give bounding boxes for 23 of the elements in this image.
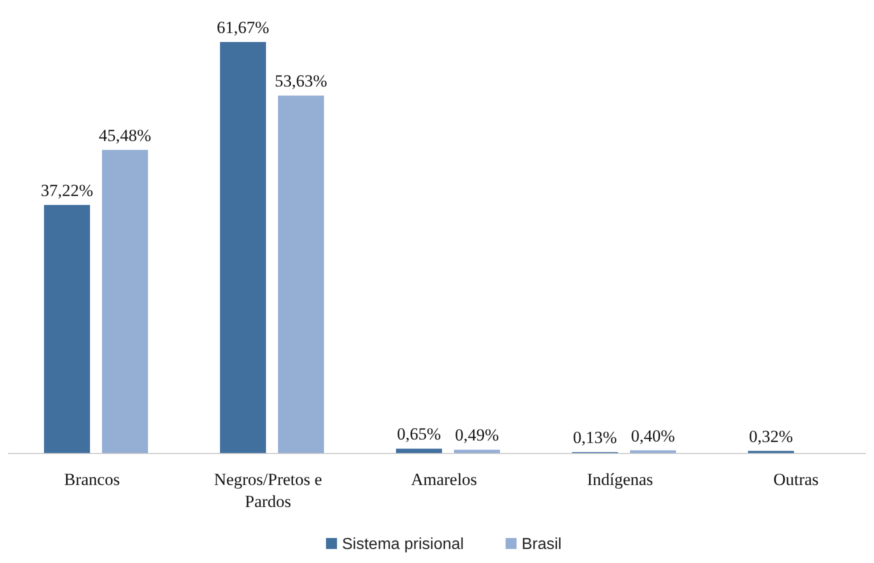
legend-label: Sistema prisional <box>342 536 464 553</box>
bar <box>102 150 148 453</box>
x-tick-label: Amarelos <box>410 470 478 489</box>
data-label: 0,13% <box>573 428 617 448</box>
bar <box>44 204 90 453</box>
legend-label: Brasil <box>522 536 562 553</box>
data-label: 53,63% <box>274 72 328 91</box>
data-label: 37,22% <box>40 180 94 200</box>
bar <box>278 96 324 453</box>
data-label: 0,65% <box>397 424 441 444</box>
data-label: 0,40% <box>631 426 675 446</box>
bar <box>630 450 676 453</box>
x-tick-label: Negros/Pretos e Pardos <box>214 470 322 511</box>
data-label: 0,32% <box>749 426 793 446</box>
x-tick-label: Outras <box>773 470 819 489</box>
x-tick-label: Brancos <box>64 470 120 489</box>
data-label: 45,48% <box>98 126 152 145</box>
bar <box>220 42 266 453</box>
bar <box>454 450 500 453</box>
data-label: 0,49% <box>455 426 499 445</box>
x-tick-label: Indígenas <box>586 470 654 489</box>
bar <box>396 448 442 453</box>
data-label: 61,67% <box>216 18 270 37</box>
